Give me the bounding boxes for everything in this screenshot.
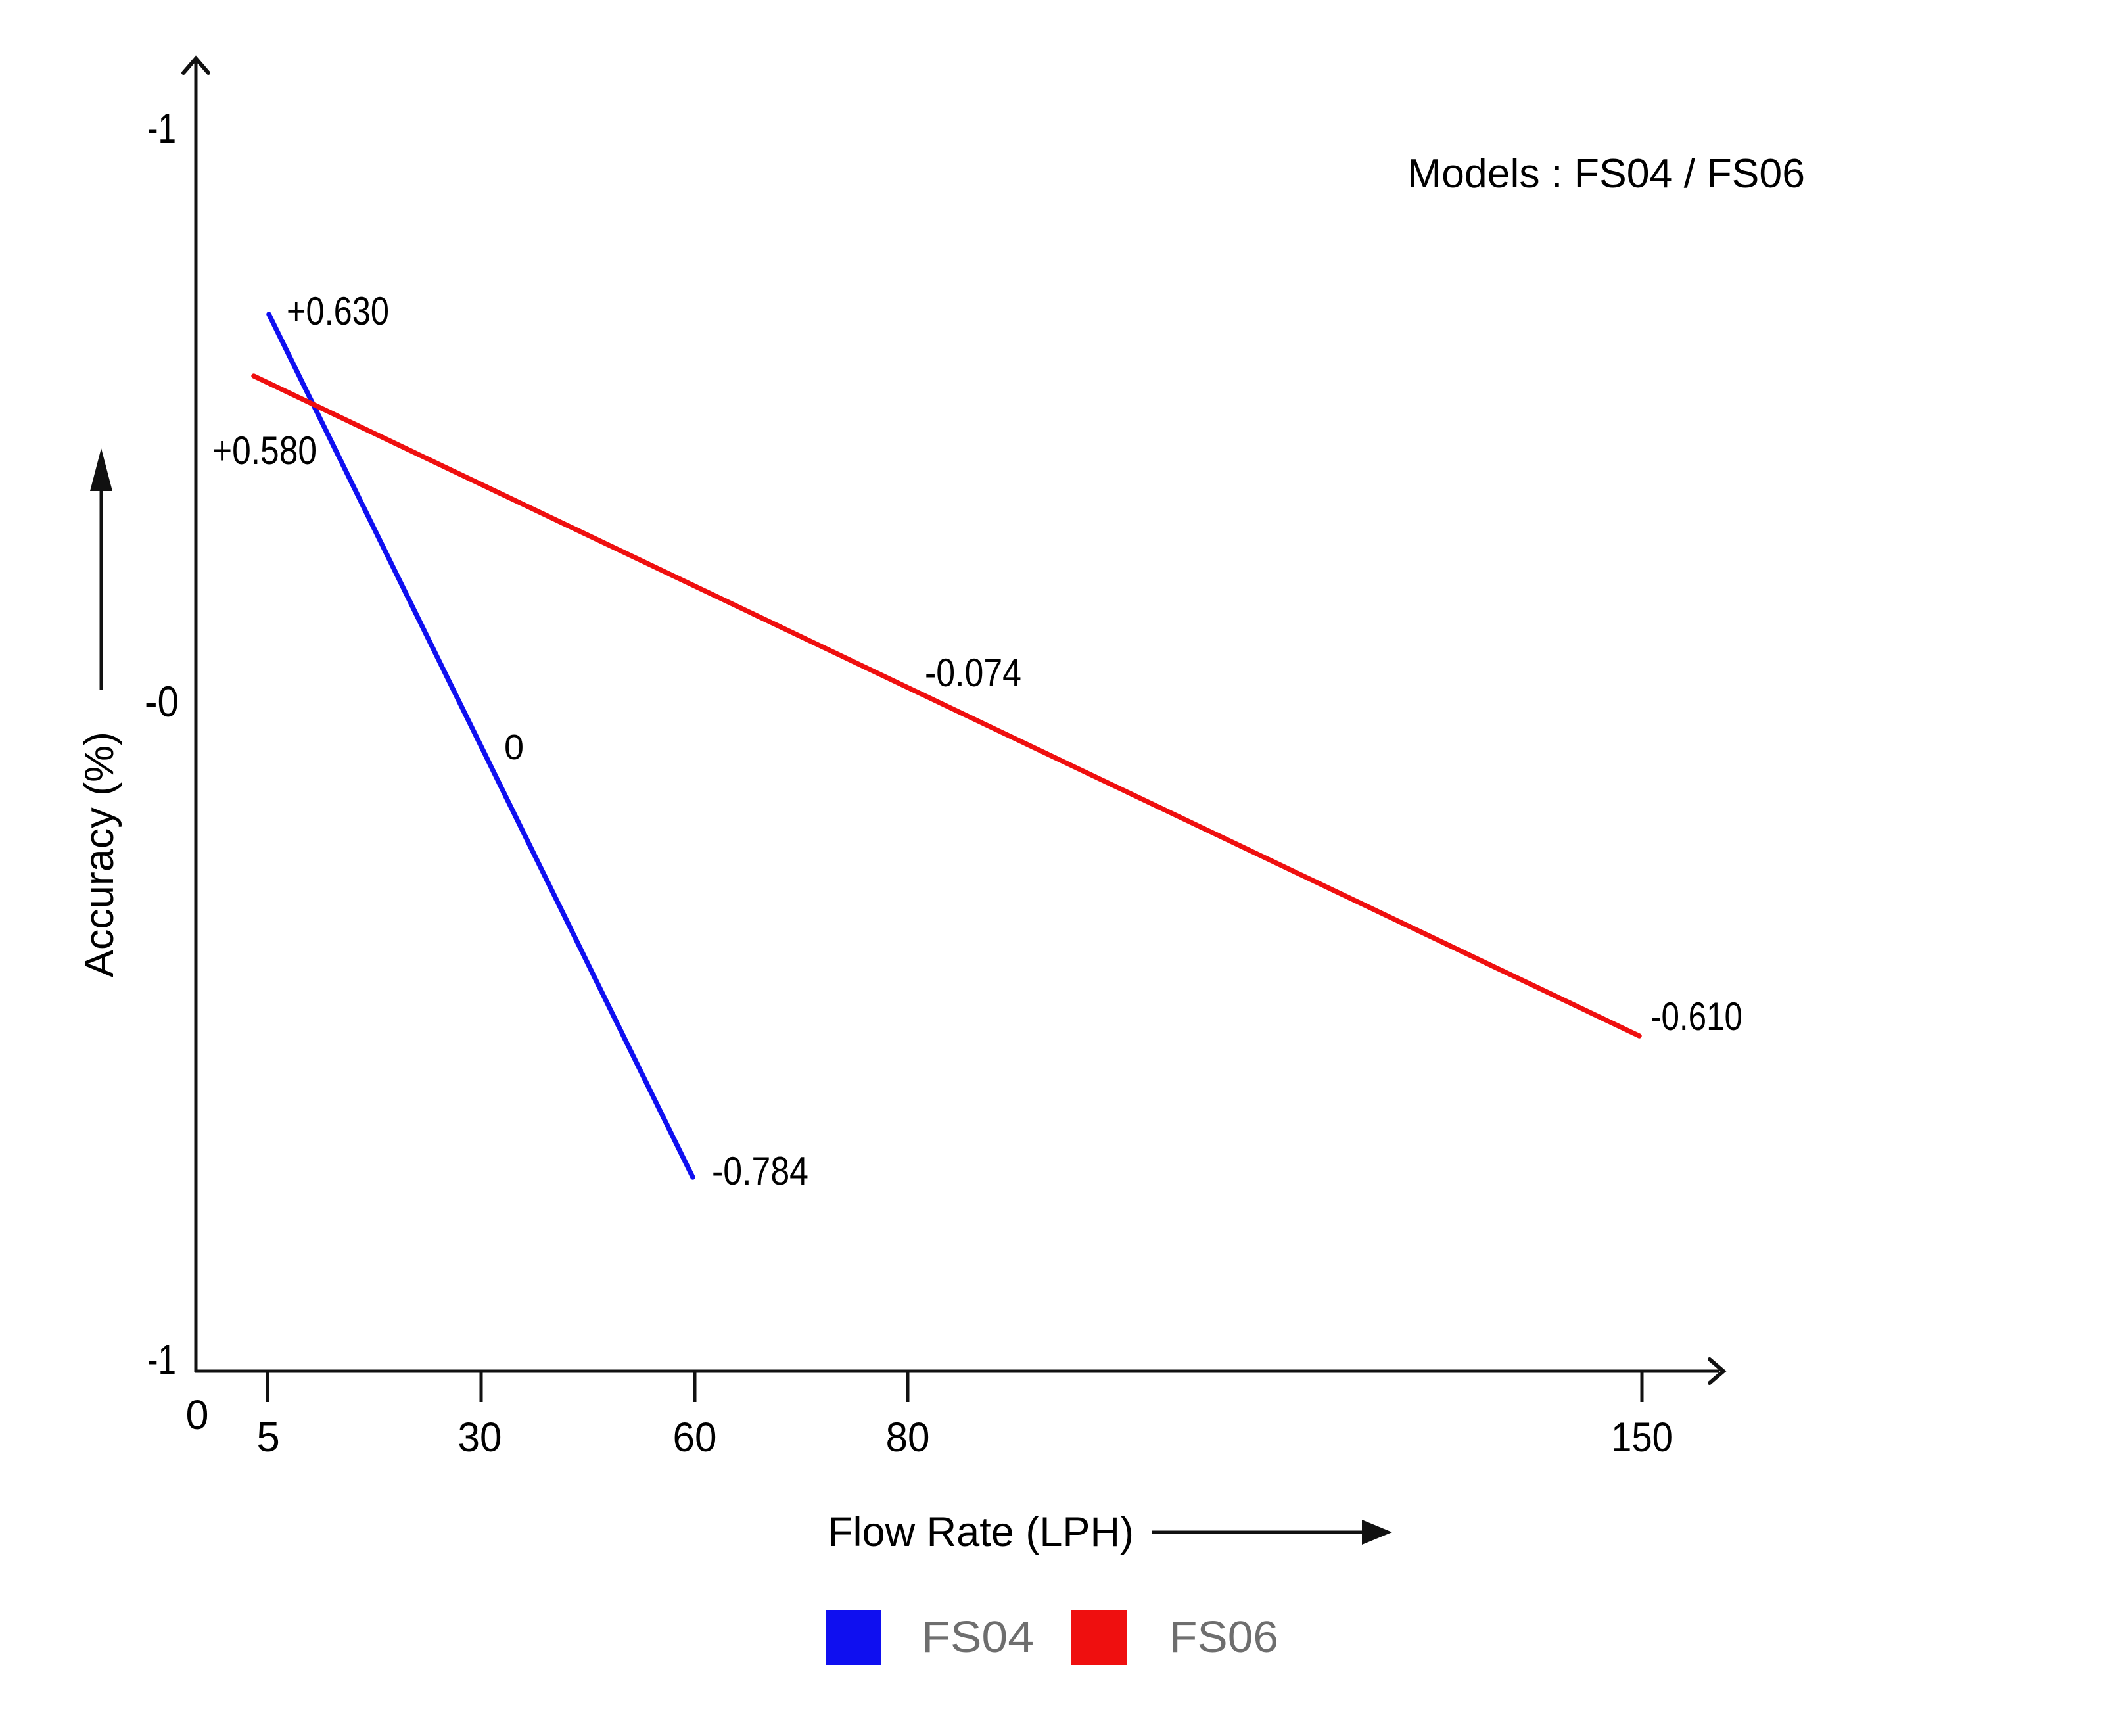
svg-text:5: 5 [256, 1413, 280, 1461]
svg-text:0: 0 [504, 728, 524, 767]
svg-text:-1: -1 [147, 105, 176, 152]
svg-text:-0.610: -0.610 [1650, 995, 1742, 1039]
svg-text:-0.784: -0.784 [712, 1149, 808, 1193]
svg-text:60: 60 [673, 1415, 717, 1461]
svg-text:FS04: FS04 [922, 1612, 1034, 1662]
svg-text:80: 80 [886, 1415, 930, 1461]
svg-text:FS06: FS06 [1169, 1612, 1278, 1662]
svg-text:-1: -1 [147, 1336, 176, 1383]
svg-text:Accuracy (%): Accuracy (%) [77, 732, 122, 977]
svg-text:30: 30 [458, 1415, 502, 1461]
svg-text:+0.630: +0.630 [287, 289, 389, 333]
svg-text:-0.074: -0.074 [925, 651, 1021, 695]
svg-text:150: 150 [1611, 1415, 1673, 1461]
svg-text:Flow Rate (LPH): Flow Rate (LPH) [828, 1509, 1134, 1555]
svg-text:+0.580: +0.580 [212, 429, 317, 473]
svg-text:0: 0 [185, 1392, 208, 1438]
svg-text:Models : FS04 / FS06: Models : FS04 / FS06 [1407, 151, 1805, 197]
svg-text:-0: -0 [145, 677, 179, 726]
